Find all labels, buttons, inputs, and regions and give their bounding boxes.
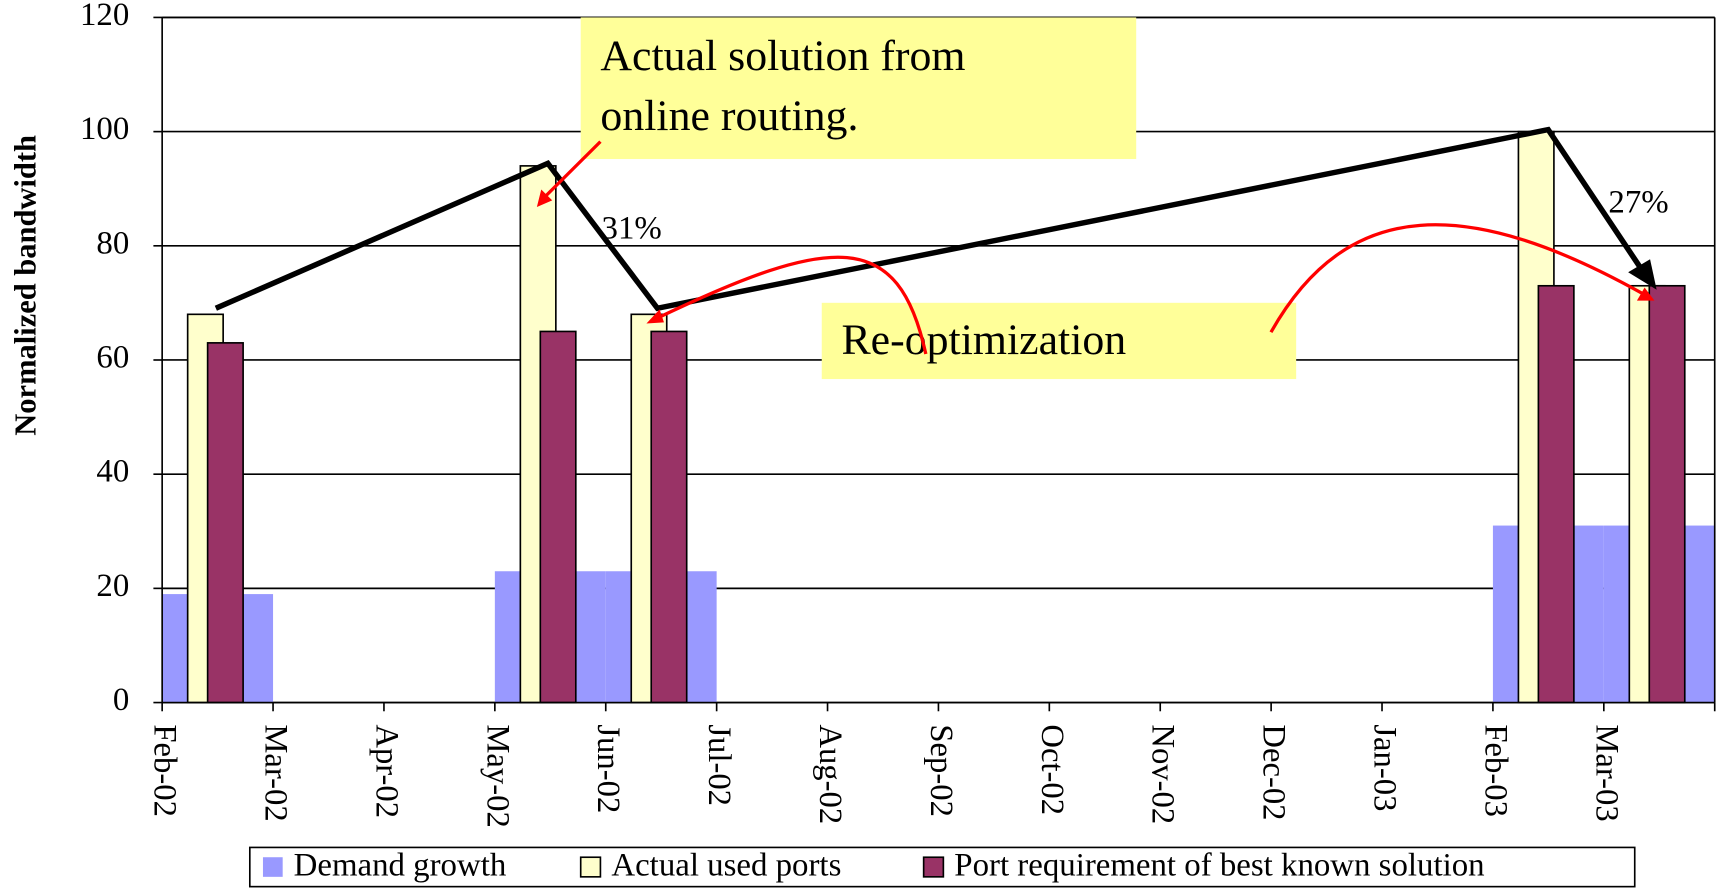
legend-label: Port requirement of best known solution <box>954 848 1484 884</box>
y-tick-label: 100 <box>80 111 129 147</box>
red-arrow <box>542 140 602 200</box>
x-tick-label: Nov-02 <box>1145 724 1181 824</box>
annotation: 27% <box>1608 184 1668 220</box>
plot-layer: 0 20 40 60 80 100 120 Feb-02 Mar-02 Apr-02 May-02 J… <box>8 0 1716 888</box>
callout-text: online routing. <box>600 92 858 140</box>
callout-text: Re-optimization <box>841 316 1126 364</box>
red-arrow <box>1269 223 1645 334</box>
y-axis-label: Normalized bandwidth <box>8 135 42 436</box>
y-tick-label: 80 <box>96 225 129 261</box>
x-tick-label: Mar-02 <box>257 724 293 821</box>
arrow-head <box>646 309 664 324</box>
y-tick-label: 60 <box>96 340 129 376</box>
x-tick-label: Mar-03 <box>1588 724 1624 821</box>
legend-label: Demand growth <box>294 848 507 884</box>
y-tick-label: 120 <box>80 0 129 33</box>
legend-swatch <box>262 857 283 877</box>
x-tick-label: Jun-02 <box>590 724 626 813</box>
bar <box>1537 284 1575 704</box>
y-tick-label: 0 <box>113 682 129 718</box>
bar <box>206 342 244 704</box>
x-tick-label: Aug-02 <box>812 724 848 824</box>
arrow-head <box>536 189 553 207</box>
legend-label: Actual used ports <box>611 848 841 884</box>
x-tick-label: Apr-02 <box>368 724 404 818</box>
y-tick-label: 40 <box>96 454 129 490</box>
x-tick-label: May-02 <box>479 724 515 827</box>
arrow-head <box>1636 287 1655 301</box>
x-tick-label: Jul-02 <box>701 724 737 806</box>
bar <box>1648 284 1686 704</box>
x-tick-label: Jan-03 <box>1366 724 1402 811</box>
x-tick-label: Dec-02 <box>1256 724 1292 820</box>
callout-box <box>821 302 1297 380</box>
trend-line <box>214 126 1646 312</box>
y-tick-label: 20 <box>96 568 129 604</box>
red-arrow <box>656 255 928 355</box>
bar <box>539 330 577 704</box>
annotation-layer: Actual solution from online routing. Re-… <box>214 17 1669 380</box>
callout-text: Actual solution from <box>600 32 965 80</box>
x-tick-label: Feb-02 <box>147 724 183 817</box>
annotation: 31% <box>602 210 662 246</box>
legend-swatch <box>922 856 945 878</box>
legend-swatch <box>579 856 602 878</box>
arrow-head <box>1628 259 1657 290</box>
x-tick-label: Feb-03 <box>1477 724 1513 817</box>
callout-box <box>580 17 1137 160</box>
x-tick-label: Sep-02 <box>923 724 959 817</box>
bar <box>650 330 688 704</box>
x-tick-label: Oct-02 <box>1034 724 1070 815</box>
